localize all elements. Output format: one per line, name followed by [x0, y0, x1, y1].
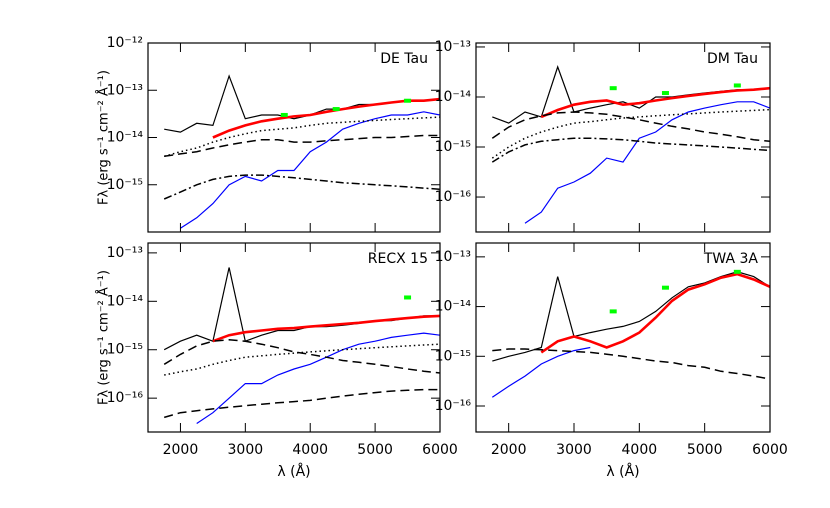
spectrum-line	[491, 346, 591, 398]
y-tick-label: 10⁻¹³	[435, 39, 471, 55]
photometry-point	[609, 309, 617, 314]
photometry-point	[661, 91, 669, 96]
spectrum-line	[196, 332, 440, 424]
x-tick-label: 3000	[556, 442, 592, 458]
x-tick-label: 6000	[422, 442, 458, 458]
panel-title: DM Tau	[707, 51, 758, 67]
x-tick-label: 5000	[687, 442, 723, 458]
y-tick-label: 10⁻¹⁴	[435, 299, 472, 315]
spectrum-line	[492, 271, 770, 362]
spectrum-line	[524, 101, 770, 224]
spectrum-line	[492, 348, 770, 380]
x-tick-label: 4000	[622, 442, 658, 458]
spectrum-line	[163, 174, 440, 200]
y-tick-label: 10⁻¹⁴	[107, 293, 144, 309]
y-tick-label: 10⁻¹⁵	[107, 177, 143, 193]
photometry-point	[332, 107, 340, 112]
spectrum-line	[540, 86, 770, 119]
panel-title: DE Tau	[380, 51, 428, 67]
spectrum-line	[163, 267, 440, 351]
y-tick-label: 10⁻¹⁵	[435, 139, 471, 155]
y-tick-label: 10⁻¹⁵	[435, 348, 471, 364]
x-tick-label: 5000	[357, 442, 393, 458]
y-tick-label: 10⁻¹⁴	[107, 130, 144, 146]
spectrum-line	[492, 65, 770, 124]
spectrum-line	[491, 137, 770, 163]
plot-frame	[147, 242, 441, 433]
x-tick-label: 3000	[228, 442, 264, 458]
y-tick-label: 10⁻¹⁵	[107, 342, 143, 358]
y-tick-label: 10⁻¹³	[107, 82, 143, 98]
x-axis-label: λ (Å)	[277, 463, 310, 480]
plot-area	[491, 269, 770, 398]
y-tick-label: 10⁻¹³	[107, 245, 143, 261]
x-tick-label: 2000	[491, 442, 527, 458]
photometry-point	[733, 83, 741, 88]
spectrum-line	[180, 111, 440, 229]
spectrum-line	[163, 388, 440, 419]
spectrum-line	[163, 339, 440, 374]
plot-frame	[147, 42, 441, 233]
x-tick-label: 4000	[292, 442, 328, 458]
x-tick-label: 2000	[163, 442, 199, 458]
y-tick-label: 10⁻¹⁶	[435, 398, 472, 414]
spectrum-line	[491, 108, 770, 159]
photometry-point	[280, 112, 288, 117]
x-tick-label: 6000	[752, 442, 788, 458]
y-tick-label: 10⁻¹⁶	[107, 390, 144, 406]
y-axis-label: Fλ (erg s⁻¹ cm⁻² Å⁻¹)	[96, 270, 112, 405]
spectrum-line	[164, 134, 440, 158]
photometry-point	[609, 86, 617, 91]
panel: 10⁻¹² 10⁻¹³ 10⁻¹⁴ 10⁻¹⁵ DE Tau Fλ (erg s⁻¹ cm…	[96, 35, 441, 233]
plot-area	[163, 74, 440, 229]
panel: 10⁻¹³ 10⁻¹⁴ 10⁻¹⁵ 10⁻¹⁶ DM Tau	[435, 39, 771, 233]
plot-frame	[475, 42, 771, 233]
panel: 10⁻¹³ 10⁻¹⁴ 10⁻¹⁵ 10⁻¹⁶ 2000 3000 4000 5000 6000…	[96, 242, 458, 480]
photometry-point	[404, 98, 412, 103]
panel-title: RECX 15	[368, 251, 428, 267]
plot-area	[491, 65, 770, 224]
y-axis-label: Fλ (erg s⁻¹ cm⁻² Å⁻¹)	[96, 70, 112, 205]
spectrum-line	[212, 314, 440, 343]
plot-frame	[475, 242, 771, 433]
plot-area	[163, 267, 440, 424]
x-axis-label: λ (Å)	[606, 463, 639, 480]
y-tick-label: 10⁻¹⁶	[435, 189, 472, 205]
spectrum-line	[164, 74, 440, 133]
photometry-point	[404, 295, 412, 300]
spectrum-line	[491, 111, 770, 143]
y-tick-label: 10⁻¹³	[435, 249, 471, 265]
spectrum-line	[163, 116, 440, 158]
y-tick-label: 10⁻¹⁴	[435, 89, 472, 105]
spectrum-line	[164, 343, 440, 376]
photometry-point	[661, 285, 669, 290]
spectrum-line	[540, 272, 770, 354]
panel-title: TWA 3A	[703, 251, 759, 267]
panel: 10⁻¹³ 10⁻¹⁴ 10⁻¹⁵ 10⁻¹⁶ 2000 3000 4000 5000 6000…	[435, 242, 788, 480]
spectrum-line	[212, 97, 440, 139]
photometry-point	[733, 269, 741, 274]
y-tick-label: 10⁻¹²	[107, 35, 143, 51]
